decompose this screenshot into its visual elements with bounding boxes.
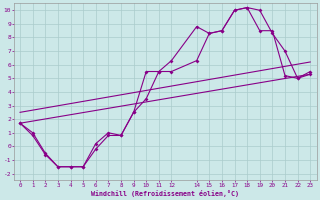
X-axis label: Windchill (Refroidissement éolien,°C): Windchill (Refroidissement éolien,°C) bbox=[91, 190, 239, 197]
